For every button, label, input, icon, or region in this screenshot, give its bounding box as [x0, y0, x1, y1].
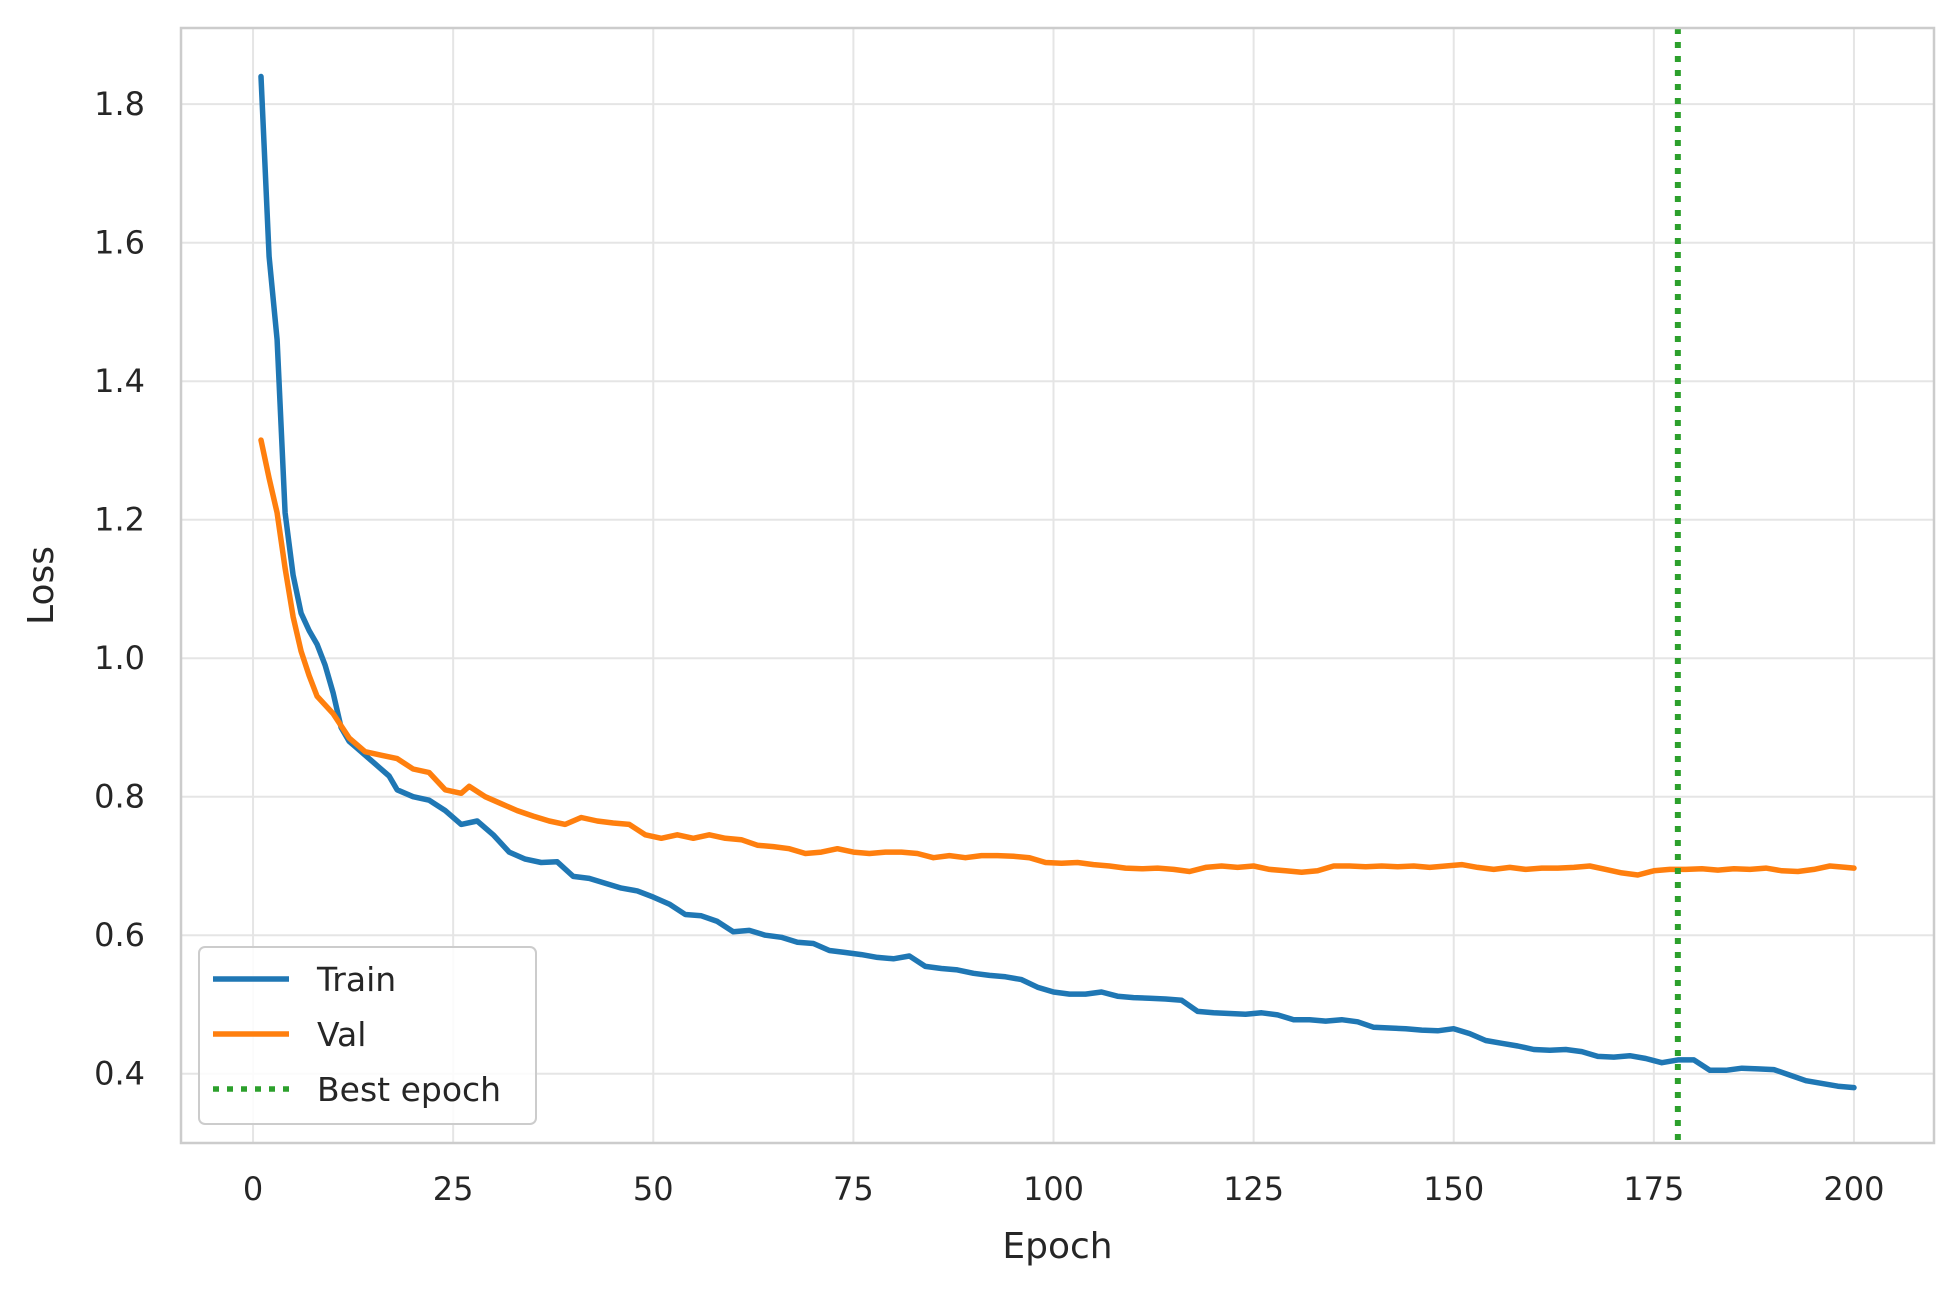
legend-best-label: Best epoch	[317, 1070, 501, 1109]
grid	[181, 28, 1934, 1143]
x-tick-label: 0	[243, 1170, 263, 1208]
y-tick-label: 0.8	[94, 778, 145, 816]
x-tick-label: 100	[1023, 1170, 1084, 1208]
legend-val-label: Val	[317, 1015, 366, 1054]
legend-train-label: Train	[316, 960, 396, 999]
legend-box	[198, 946, 537, 1125]
x-tick-label: 125	[1223, 1170, 1284, 1208]
y-tick-label: 1.0	[94, 639, 145, 677]
series-layer	[258, 28, 1857, 1143]
y-tick-label: 1.8	[94, 85, 145, 123]
x-axis: 0 25 50 75 100 125 150 175 200	[243, 1170, 1885, 1208]
y-tick-label: 1.6	[94, 224, 145, 262]
train-loss-line	[258, 73, 1857, 1091]
x-tick-label: 150	[1423, 1170, 1484, 1208]
x-tick-label: 200	[1823, 1170, 1884, 1208]
y-axis-label: Loss	[21, 546, 62, 625]
y-tick-label: 1.2	[94, 501, 145, 539]
y-tick-label: 0.6	[94, 916, 145, 954]
plot-frame	[179, 26, 1936, 1145]
x-tick-label: 175	[1623, 1170, 1684, 1208]
x-tick-label: 25	[433, 1170, 474, 1208]
x-axis-label: Epoch	[1002, 1226, 1112, 1267]
x-tick-label: 75	[833, 1170, 874, 1208]
y-tick-label: 1.4	[94, 362, 145, 400]
y-tick-label: 0.4	[94, 1055, 145, 1093]
val-loss-line	[258, 437, 1857, 878]
x-tick-label: 50	[633, 1170, 674, 1208]
legend: Train Val Best epoch	[198, 946, 537, 1125]
y-axis: 0.4 0.6 0.8 1.0 1.2 1.4 1.6 1.8	[94, 85, 145, 1093]
